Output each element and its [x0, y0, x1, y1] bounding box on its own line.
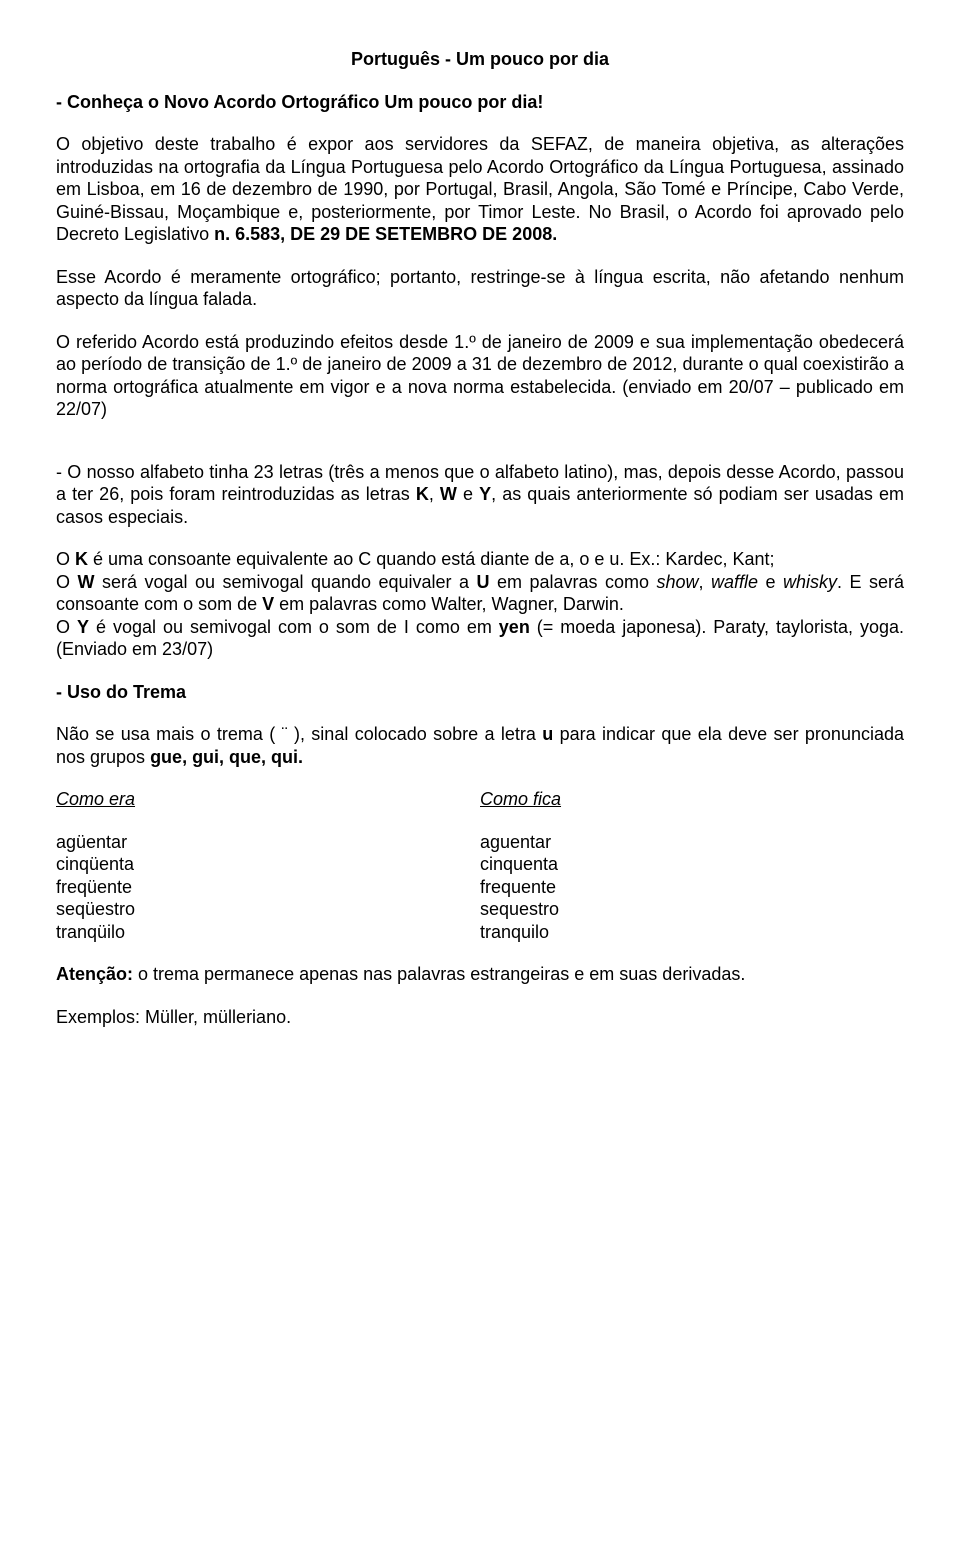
letter-k: K	[416, 484, 429, 504]
letter-v: V	[262, 594, 274, 614]
letter-y: Y	[77, 617, 89, 637]
column-head-before: Como era	[56, 788, 480, 811]
word-waffle: waffle	[711, 572, 758, 592]
text: em palavras como Walter, Wagner, Darwin.	[274, 594, 624, 614]
column-after: Como fica aguentar cinquenta frequente s…	[480, 788, 904, 943]
trema-heading: - Uso do Trema	[56, 681, 904, 704]
text: O	[56, 572, 77, 592]
paragraph-alphabet: - O nosso alfabeto tinha 23 letras (três…	[56, 461, 904, 529]
letter-w: W	[440, 484, 457, 504]
word-yen: yen	[499, 617, 530, 637]
paragraph-dates: O referido Acordo está produzindo efeito…	[56, 331, 904, 421]
subtitle: - Conheça o Novo Acordo Ortográfico Um p…	[56, 91, 904, 114]
paragraph-scope: Esse Acordo é meramente ortográfico; por…	[56, 266, 904, 311]
text: em palavras como	[490, 572, 657, 592]
paragraph-attention: Atenção: o trema permanece apenas nas pa…	[56, 963, 904, 986]
decree-number: n. 6.583, DE 29 DE SETEMBRO DE 2008.	[214, 224, 557, 244]
paragraph-w: O W será vogal ou semivogal quando equiv…	[56, 571, 904, 616]
word-before: agüentar	[56, 831, 480, 854]
text: O	[56, 549, 75, 569]
word-before: seqüestro	[56, 898, 480, 921]
text: Não se usa mais o trema ( ¨ ), sinal col…	[56, 724, 542, 744]
word-whisky: whisky	[783, 572, 837, 592]
page-title: Português - Um pouco por dia	[56, 48, 904, 71]
word-before: tranqüilo	[56, 921, 480, 944]
trema-table: Como era agüentar cinqüenta freqüente se…	[56, 788, 904, 943]
attention-label: Atenção:	[56, 964, 133, 984]
letter-u: U	[477, 572, 490, 592]
trema-groups: gue, gui, que, qui.	[150, 747, 303, 767]
word-after: frequente	[480, 876, 904, 899]
column-head-after: Como fica	[480, 788, 904, 811]
text: é vogal ou semivogal com o som de I como…	[89, 617, 499, 637]
letter-w: W	[77, 572, 94, 592]
letter-u: u	[542, 724, 553, 744]
paragraph-y: O Y é vogal ou semivogal com o som de I …	[56, 616, 904, 661]
word-after: sequestro	[480, 898, 904, 921]
letter-y: Y	[479, 484, 491, 504]
word-after: tranquilo	[480, 921, 904, 944]
word-before: cinqüenta	[56, 853, 480, 876]
text: ,	[699, 572, 711, 592]
word-after: cinquenta	[480, 853, 904, 876]
word-before: freqüente	[56, 876, 480, 899]
letter-k: K	[75, 549, 88, 569]
text: O	[56, 617, 77, 637]
text: é uma consoante equivalente ao C quando …	[88, 549, 774, 569]
paragraph-examples: Exemplos: Müller, mülleriano.	[56, 1006, 904, 1029]
text: o trema permanece apenas nas palavras es…	[133, 964, 745, 984]
text: e	[758, 572, 783, 592]
word-show: show	[656, 572, 698, 592]
column-before: Como era agüentar cinqüenta freqüente se…	[56, 788, 480, 943]
paragraph-k: O K é uma consoante equivalente ao C qua…	[56, 548, 904, 571]
paragraph-trema: Não se usa mais o trema ( ¨ ), sinal col…	[56, 723, 904, 768]
paragraph-intro: O objetivo deste trabalho é expor aos se…	[56, 133, 904, 246]
word-after: aguentar	[480, 831, 904, 854]
text: será vogal ou semivogal quando equivaler…	[94, 572, 476, 592]
text: e	[457, 484, 479, 504]
text: ,	[429, 484, 440, 504]
